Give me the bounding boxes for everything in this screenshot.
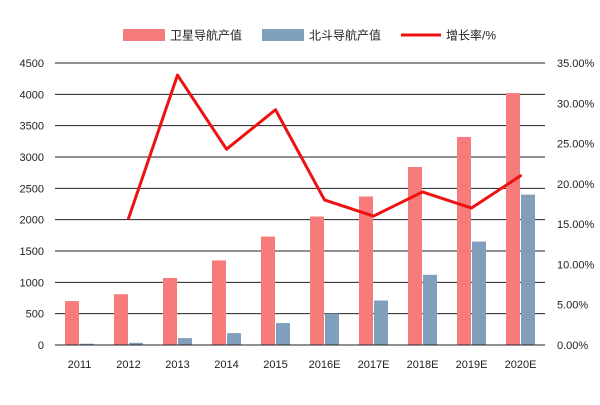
bar-beidou bbox=[276, 323, 290, 345]
left-tick-label: 4000 bbox=[20, 89, 44, 101]
right-tick-label: 5.00% bbox=[557, 300, 588, 312]
right-tick-label: 35.00% bbox=[557, 58, 595, 70]
right-tick-label: 20.00% bbox=[557, 179, 595, 191]
legend: 卫星导航产值 北斗导航产值 增长率/% bbox=[123, 28, 496, 43]
bar-satellite bbox=[310, 216, 324, 345]
legend-swatch-beidou bbox=[262, 29, 304, 41]
bar-satellite bbox=[65, 301, 79, 345]
bar-satellite bbox=[261, 236, 275, 345]
bar-satellite bbox=[506, 93, 520, 345]
right-tick-label: 0.00% bbox=[557, 340, 588, 352]
line-layer bbox=[127, 73, 522, 221]
growth-rate-line bbox=[127, 73, 522, 221]
right-tick-label: 10.00% bbox=[557, 259, 595, 271]
category-label: 2020E bbox=[505, 359, 537, 371]
bar-beidou bbox=[423, 274, 437, 345]
category-label: 2012 bbox=[116, 359, 140, 371]
bar-beidou bbox=[178, 338, 192, 345]
left-tick-label: 1500 bbox=[20, 246, 44, 258]
left-tick-label: 3000 bbox=[20, 152, 44, 164]
bar-beidou bbox=[521, 194, 535, 345]
bar-satellite bbox=[212, 260, 226, 345]
right-tick-label: 25.00% bbox=[557, 139, 595, 151]
left-tick-label: 4500 bbox=[20, 58, 44, 70]
grid-layer bbox=[55, 62, 545, 315]
category-label: 2014 bbox=[214, 359, 238, 371]
bar-beidou bbox=[80, 343, 94, 345]
category-label: 2016E bbox=[309, 359, 341, 371]
category-label: 2013 bbox=[165, 359, 189, 371]
category-label: 2017E bbox=[358, 359, 390, 371]
left-tick-label: 2500 bbox=[20, 183, 44, 195]
bars-layer bbox=[65, 93, 535, 345]
category-label: 2018E bbox=[407, 359, 439, 371]
legend-label-satellite: 卫星导航产值 bbox=[170, 28, 242, 43]
legend-label-growth: 增长率/% bbox=[446, 28, 496, 43]
left-tick-label: 0 bbox=[38, 340, 44, 352]
category-label: 2015 bbox=[263, 359, 287, 371]
bar-satellite bbox=[457, 136, 471, 345]
right-tick-label: 30.00% bbox=[557, 98, 595, 110]
bar-beidou bbox=[472, 241, 486, 345]
bar-satellite bbox=[408, 167, 422, 345]
bar-satellite bbox=[114, 294, 128, 345]
bar-beidou bbox=[325, 313, 339, 345]
legend-swatch-satellite bbox=[123, 29, 165, 41]
axis-layer: 0 500 1000 1500 2000 2500 3000 3500 4000 4500 0.00… bbox=[20, 58, 595, 371]
bar-beidou bbox=[129, 342, 143, 345]
bar-satellite bbox=[163, 277, 177, 345]
right-tick-label: 15.00% bbox=[557, 219, 595, 231]
category-label: 2019E bbox=[456, 359, 488, 371]
bar-satellite bbox=[359, 196, 373, 345]
bar-beidou bbox=[227, 333, 241, 345]
legend-label-beidou: 北斗导航产值 bbox=[309, 28, 381, 43]
left-tick-label: 3500 bbox=[20, 121, 44, 133]
category-label: 2011 bbox=[68, 359, 92, 371]
left-tick-label: 500 bbox=[26, 309, 44, 321]
left-tick-label: 1000 bbox=[20, 277, 44, 289]
bar-beidou bbox=[374, 300, 388, 345]
left-tick-label: 2000 bbox=[20, 215, 44, 227]
